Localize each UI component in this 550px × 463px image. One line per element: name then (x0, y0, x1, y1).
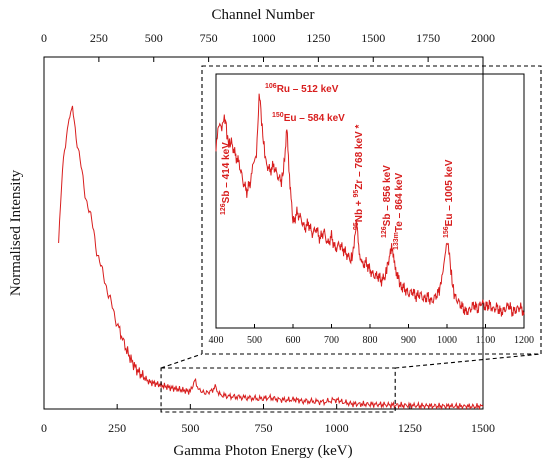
top-axis-title: Channel Number (212, 7, 315, 23)
main-plot-frame (43, 56, 484, 410)
peak-annotation: 106Ru – 512 keV (265, 83, 339, 95)
top-tick-label: 1750 (416, 31, 440, 45)
zoom-connector-right (395, 353, 542, 369)
inset-tick-label: 500 (247, 335, 262, 346)
y-axis-title: Normalised Intensity (8, 169, 24, 296)
bottom-tick-label: 250 (108, 421, 126, 435)
peak-annotation: 156Eu – 1005 keV (443, 159, 455, 238)
inset-tick-label: 400 (209, 335, 224, 346)
main-axis-ticks: 0 250 500 750 1000 1250 1500 0 250 500 750 1000 1250… (41, 31, 495, 435)
zoom-region-box (160, 367, 396, 413)
top-tick-label: 2000 (471, 31, 495, 45)
bottom-tick-label: 500 (181, 421, 199, 435)
inset-tick-label: 1100 (476, 335, 496, 346)
peak-annotation: 126Sb – 856 keV (381, 165, 393, 238)
inset-tick-label: 900 (401, 335, 416, 346)
inset-tick-label: 800 (363, 335, 378, 346)
bottom-tick-label: 1250 (398, 421, 422, 435)
peak-annotation: 133mTe – 864 keV (393, 172, 405, 250)
inset-tick-label: 600 (286, 335, 301, 346)
peak-annotation: 126Sb – 414 keV (220, 142, 232, 215)
bottom-tick-label: 1500 (471, 421, 495, 435)
inset-axis-ticks: 400 500 600 700 800 900 1000 1100 1200 (209, 324, 534, 346)
inset-plot-frame (215, 73, 525, 329)
peak-annotations: 126Sb – 414 keV 106Ru – 512 keV 150Eu – 58… (220, 83, 455, 250)
top-tick-label: 250 (90, 31, 108, 45)
bottom-axis-title: Gamma Photon Energy (keV) (173, 443, 352, 459)
inset-spectrum-line (215, 93, 525, 317)
top-tick-label: 1250 (306, 31, 330, 45)
bottom-tick-label: 750 (255, 421, 273, 435)
peak-annotation: 95Nb + 95Zr – 768 keV * (353, 125, 365, 230)
inset-tick-label: 1200 (514, 335, 534, 346)
zoom-connector-left (160, 353, 203, 369)
top-tick-label: 1000 (252, 31, 276, 45)
top-tick-label: 500 (145, 31, 163, 45)
top-tick-label: 0 (41, 31, 47, 45)
bottom-tick-label: 0 (41, 421, 47, 435)
peak-annotation: 150Eu – 584 keV (272, 112, 345, 124)
top-tick-label: 1500 (361, 31, 385, 45)
bottom-tick-label: 1000 (325, 421, 349, 435)
inset-outer-frame (201, 65, 542, 355)
top-tick-label: 750 (200, 31, 218, 45)
spectrum-line (58, 105, 484, 411)
inset-tick-label: 1000 (437, 335, 457, 346)
inset-tick-label: 700 (324, 335, 339, 346)
